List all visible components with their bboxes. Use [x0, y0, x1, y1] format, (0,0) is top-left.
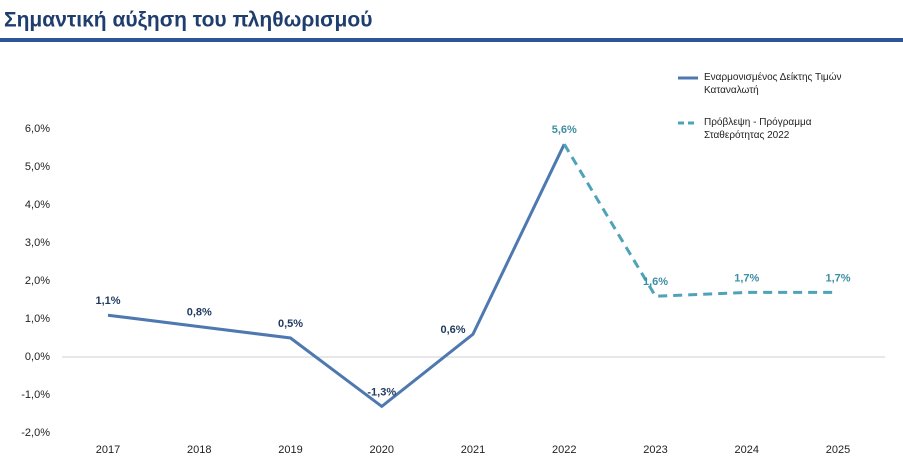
data-label: 1,6%	[643, 276, 668, 288]
y-tick-label: 2,0%	[25, 275, 50, 287]
x-tick-label: 2022	[552, 444, 576, 456]
y-tick-label: 5,0%	[25, 161, 50, 173]
series-line	[107, 143, 566, 409]
y-tick-label: -1,0%	[21, 389, 50, 401]
data-label: 5,6%	[552, 124, 577, 136]
y-tick-label: 3,0%	[25, 237, 50, 249]
x-tick-label: 2024	[735, 444, 759, 456]
data-label: 0,8%	[187, 307, 212, 319]
x-tick-label: 2025	[826, 444, 850, 456]
data-label: 0,5%	[278, 318, 303, 330]
y-tick-label: 6,0%	[25, 123, 50, 135]
y-tick-label: 1,0%	[25, 313, 50, 325]
x-tick-label: 2020	[370, 444, 394, 456]
legend-label: Εναρμονισμένος Δείκτης Τιμών Καταναλωτή	[704, 72, 842, 96]
chart-title: Σημαντική αύξηση του πληθωρισμού	[4, 9, 372, 32]
data-label: 0,6%	[440, 324, 465, 336]
data-label: 1,7%	[734, 272, 759, 284]
x-tick-label: 2018	[187, 444, 211, 456]
title-rule	[0, 38, 903, 42]
x-tick-label: 2023	[643, 444, 667, 456]
data-label: -1,3%	[367, 386, 396, 398]
legend-label: Πρόβλεψη - Πρόγραμμα Σταθερότητας 2022	[704, 117, 812, 141]
data-label: 1,1%	[95, 295, 120, 307]
y-tick-label: 4,0%	[25, 199, 50, 211]
data-label: 1,7%	[825, 272, 850, 284]
x-tick-label: 2019	[278, 444, 302, 456]
series-line	[562, 143, 838, 298]
y-tick-label: 0,0%	[25, 351, 50, 363]
y-tick-label: -2,0%	[21, 427, 50, 439]
x-tick-label: 2017	[96, 444, 120, 456]
x-tick-label: 2021	[461, 444, 485, 456]
